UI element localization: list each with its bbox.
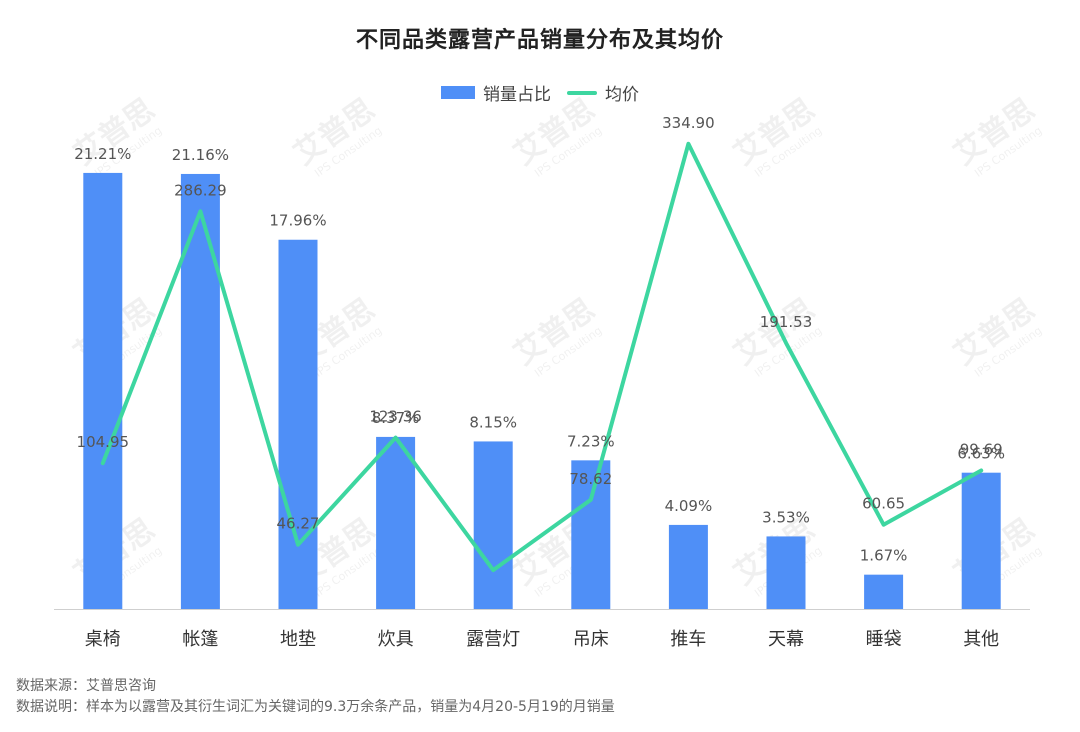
x-tick-label: 炊具 bbox=[378, 629, 414, 650]
bar-炊具[interactable] bbox=[376, 436, 416, 609]
line-value-label: 286.29 bbox=[174, 181, 227, 199]
x-tick-label: 桌椅 bbox=[85, 629, 121, 650]
bar-value-label: 4.09% bbox=[665, 497, 713, 515]
x-tick-label: 吊床 bbox=[573, 629, 609, 650]
x-tick-label: 露营灯 bbox=[466, 629, 520, 650]
bar-帐篷[interactable] bbox=[180, 173, 220, 610]
bar-value-label: 3.53% bbox=[762, 508, 810, 526]
bar-value-label: 7.23% bbox=[567, 432, 615, 450]
bars-layer bbox=[83, 172, 1001, 610]
bar-value-label: 8.37% bbox=[372, 409, 420, 427]
legend: 销量占比 均价 bbox=[0, 80, 1080, 105]
bar-其他[interactable] bbox=[961, 472, 1001, 609]
avg-price-line bbox=[100, 141, 984, 573]
line-value-label: 78.62 bbox=[569, 470, 612, 488]
bar-value-label: 8.15% bbox=[469, 413, 517, 431]
line-value-label: 191.53 bbox=[760, 313, 813, 331]
legend-bar-label: 销量占比 bbox=[483, 85, 551, 105]
bar-睡袋[interactable] bbox=[864, 574, 904, 609]
legend-line-swatch bbox=[567, 90, 597, 95]
line-value-label: 46.27 bbox=[277, 515, 320, 533]
legend-bar-swatch bbox=[441, 86, 475, 99]
bar-value-label: 6.63% bbox=[957, 445, 1005, 463]
bar-value-label: 17.96% bbox=[269, 212, 326, 230]
footer-source: 数据来源：艾普思咨询 bbox=[16, 678, 156, 694]
legend-item-line[interactable]: 均价 bbox=[567, 80, 639, 105]
labels-layer: 21.21% 21.16% 17.96% 8.37% 8.15% 7.23% 4.09% 3.… bbox=[74, 114, 1005, 565]
footer: 数据来源：艾普思咨询 数据说明：样本为以露营及其衍生词汇为关键词的9.3万余条产… bbox=[16, 676, 615, 718]
x-tick-label: 帐篷 bbox=[182, 629, 218, 650]
bar-value-label: 1.67% bbox=[860, 547, 908, 565]
x-tick-label: 天幕 bbox=[768, 629, 804, 650]
line-value-label: 123.36 bbox=[369, 408, 422, 426]
bar-value-label: 21.21% bbox=[74, 145, 131, 163]
line-value-label: 104.95 bbox=[77, 433, 130, 451]
bar-地垫[interactable] bbox=[278, 239, 318, 609]
legend-line-label: 均价 bbox=[605, 85, 639, 105]
x-tick-label: 睡袋 bbox=[866, 629, 902, 650]
footer-note: 数据说明：样本为以露营及其衍生词汇为关键词的9.3万余条产品，销量为4月20-5… bbox=[16, 699, 615, 715]
bar-露营灯[interactable] bbox=[473, 441, 513, 609]
line-value-label: 334.90 bbox=[662, 114, 715, 132]
line-value-label: 60.65 bbox=[862, 495, 905, 513]
bar-桌椅[interactable] bbox=[83, 172, 123, 609]
x-tick-label: 其他 bbox=[963, 629, 999, 650]
x-tick-label: 地垫 bbox=[280, 629, 316, 650]
bar-天幕[interactable] bbox=[766, 536, 806, 609]
legend-item-bar[interactable]: 销量占比 bbox=[441, 80, 551, 105]
bar-吊床[interactable] bbox=[571, 460, 611, 609]
chart-title: 不同品类露营产品销量分布及其均价 bbox=[355, 28, 724, 53]
bar-推车[interactable] bbox=[668, 524, 708, 609]
x-tick-labels: 桌椅 帐篷 地垫 炊具 露营灯 吊床 推车 天幕 睡袋 其他 bbox=[85, 629, 999, 650]
bar-value-label: 21.16% bbox=[172, 146, 229, 164]
x-tick-label: 推车 bbox=[670, 629, 706, 650]
line-value-label: 99.69 bbox=[960, 441, 1003, 459]
